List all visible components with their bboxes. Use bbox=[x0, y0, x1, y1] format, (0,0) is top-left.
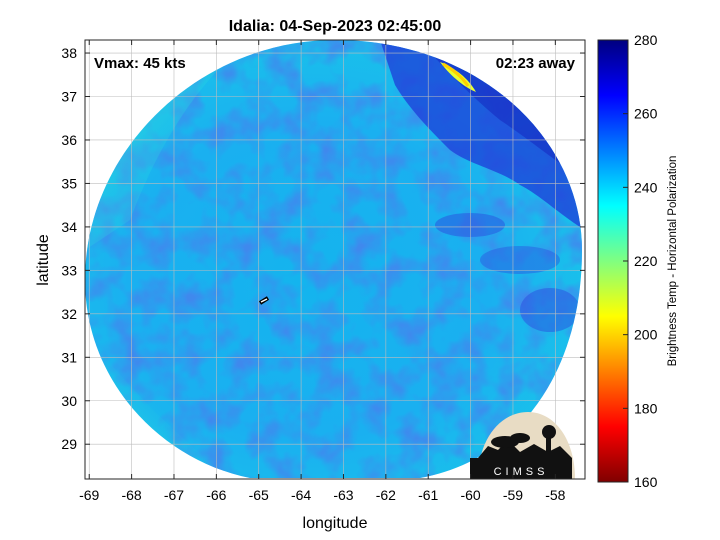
x-tick-label: -65 bbox=[249, 487, 269, 503]
x-tick-label: -59 bbox=[503, 487, 523, 503]
colorbar-tick-label: 200 bbox=[634, 327, 658, 343]
y-tick-label: 33 bbox=[61, 262, 77, 278]
cimss-logo-text: CIMSS bbox=[494, 466, 549, 478]
x-tick-label: -61 bbox=[418, 487, 438, 503]
y-axis-label: latitude bbox=[35, 234, 52, 286]
colorbar-tick-label: 260 bbox=[634, 106, 658, 122]
x-tick-label: -68 bbox=[121, 487, 141, 503]
colorbar-tick-label: 220 bbox=[634, 253, 658, 269]
y-tick-label: 34 bbox=[61, 219, 77, 235]
x-tick-label: -60 bbox=[460, 487, 480, 503]
x-tick-label: -66 bbox=[206, 487, 226, 503]
y-tick-label: 30 bbox=[61, 393, 77, 409]
y-tick-label: 31 bbox=[61, 349, 77, 365]
y-tick-label: 32 bbox=[61, 306, 77, 322]
colorbar-tick-label: 280 bbox=[634, 32, 658, 48]
grid bbox=[85, 40, 585, 479]
chart-title: Idalia: 04-Sep-2023 02:45:00 bbox=[229, 18, 442, 35]
x-tick-label: -64 bbox=[291, 487, 311, 503]
y-tick-label: 29 bbox=[61, 436, 77, 452]
x-tick-label: -63 bbox=[333, 487, 353, 503]
colorbar-ticks: 160 180 200 220 240 260 280 bbox=[623, 32, 658, 490]
x-axis-label: longitude bbox=[303, 515, 368, 532]
y-tick-label: 35 bbox=[61, 175, 77, 191]
x-tick-label: -62 bbox=[376, 487, 396, 503]
y-tick-label: 38 bbox=[61, 45, 77, 61]
colorbar: 160 180 200 220 240 260 280 Brightness Temp - … bbox=[597, 32, 679, 490]
colorbar-tick-label: 160 bbox=[634, 474, 658, 490]
x-tick-label: -67 bbox=[164, 487, 184, 503]
colorbar-tick-label: 240 bbox=[634, 179, 658, 195]
x-tick-label: -58 bbox=[545, 487, 565, 503]
y-tick-label: 37 bbox=[61, 89, 77, 105]
x-tick-label: -69 bbox=[79, 487, 99, 503]
colorbar-label: Brightness Temp - Horizontal Polarizatio… bbox=[667, 156, 679, 367]
x-axis: -69 -68 -67 -66 -65 -64 -63 -62 -61 -60 -59 -58 bbox=[79, 40, 566, 503]
cimss-logo: CIMSS bbox=[470, 412, 575, 479]
plot-area: Vmax: 45 kts 02:23 away CIMSS bbox=[84, 39, 586, 480]
vmax-label: Vmax: 45 kts bbox=[94, 55, 186, 72]
time-away-label: 02:23 away bbox=[496, 55, 576, 72]
y-tick-label: 36 bbox=[61, 132, 77, 148]
y-axis: 29 30 31 32 33 34 35 36 37 38 bbox=[61, 45, 585, 452]
colorbar-tick-label: 180 bbox=[634, 400, 658, 416]
